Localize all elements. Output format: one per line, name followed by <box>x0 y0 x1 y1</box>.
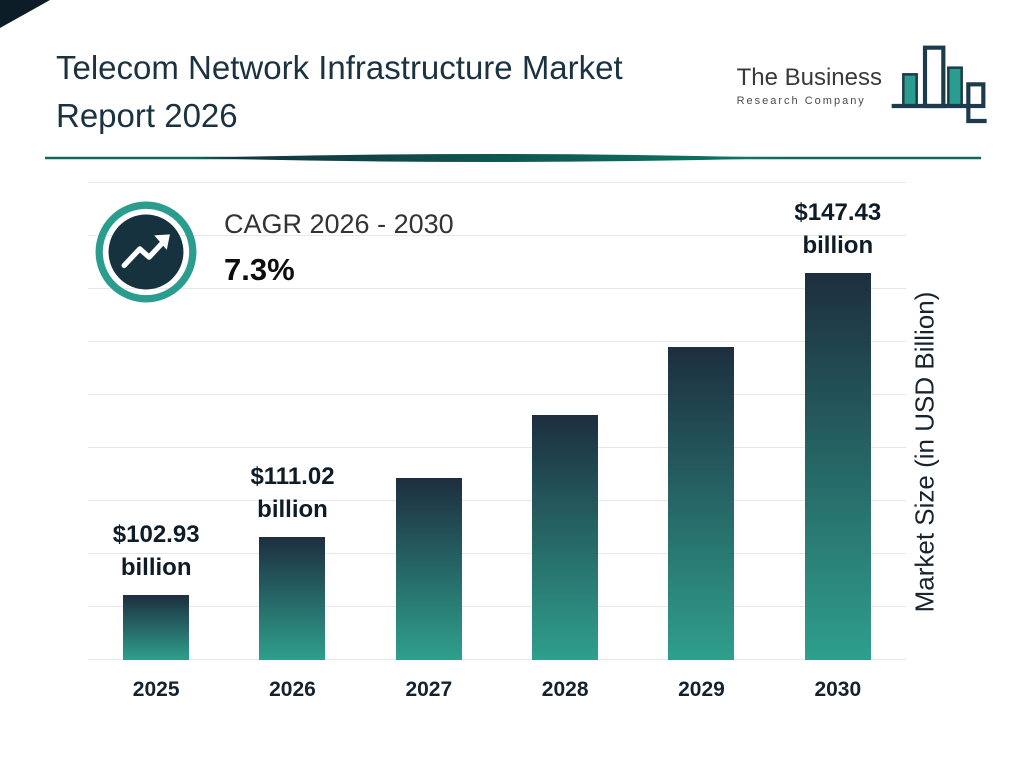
bar-column-2025: $102.93 billion <box>88 518 224 660</box>
bar-value-label-2030: $147.43 billion <box>794 198 882 260</box>
chart-plot-area: $102.93 billion $111.02 billion $147.43 billi… <box>88 182 906 660</box>
bar-value-label-2026: $111.02 billion <box>250 462 335 524</box>
bar-column-2030: $147.43 billion <box>770 196 906 660</box>
x-tick-2029: 2029 <box>678 678 725 701</box>
bar-column-2027 <box>361 478 497 660</box>
bar-2027 <box>395 478 462 660</box>
trend-up-icon <box>95 201 197 303</box>
x-tick-2026: 2026 <box>269 678 316 701</box>
bar-2025 <box>123 595 190 660</box>
cagr-label: CAGR 2026 - 2030 <box>224 209 454 239</box>
page-title: Telecom Network Infrastructure Market Re… <box>56 44 716 140</box>
cagr-badge: CAGR 2026 - 2030 7.3% <box>94 200 454 304</box>
x-tick-2028: 2028 <box>541 678 589 701</box>
logo-text: The Business Research Company <box>736 64 882 107</box>
bar-column-2028 <box>497 415 633 660</box>
years-row: 2025 2026 2027 2028 2029 2030 <box>88 678 906 702</box>
bar-2029 <box>668 347 735 660</box>
x-tick-2030: 2030 <box>814 678 862 701</box>
logo-name: The Business <box>736 64 882 92</box>
y-axis-label: Market Size (in USD Billion) <box>909 291 940 613</box>
cagr-value: 7.3% <box>224 252 295 288</box>
bar-chart-logo-icon <box>891 45 987 124</box>
logo: The Business Research Company <box>737 44 990 128</box>
bar-2028 <box>532 415 599 660</box>
bar-2026 <box>259 537 326 660</box>
bar-2030 <box>804 273 871 660</box>
bar-column-2026: $111.02 billion <box>224 460 360 660</box>
x-tick-2025: 2025 <box>132 678 180 701</box>
bar-column-2029 <box>633 347 769 660</box>
page-title-line2: Report 2026 <box>56 97 238 134</box>
x-tick-2027: 2027 <box>405 678 453 701</box>
bar-value-label-2025: $102.93 billion <box>112 520 200 582</box>
divider-line <box>45 154 981 162</box>
corner-accent <box>0 0 50 28</box>
cagr-text: CAGR 2026 - 2030 7.3% <box>224 200 454 288</box>
page-title-line1: Telecom Network Infrastructure Market <box>56 49 623 86</box>
logo-subname: Research Company <box>736 94 866 107</box>
bars-area: $102.93 billion $111.02 billion $147.43 billi… <box>88 182 906 660</box>
